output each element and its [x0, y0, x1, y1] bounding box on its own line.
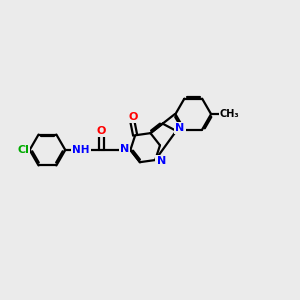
Text: N: N — [175, 123, 184, 133]
Text: N: N — [157, 156, 166, 166]
Text: NH: NH — [72, 145, 89, 155]
Text: O: O — [128, 112, 137, 122]
Text: N: N — [120, 144, 129, 154]
Text: CH₃: CH₃ — [220, 109, 240, 119]
Text: O: O — [97, 126, 106, 136]
Text: Cl: Cl — [17, 145, 29, 155]
